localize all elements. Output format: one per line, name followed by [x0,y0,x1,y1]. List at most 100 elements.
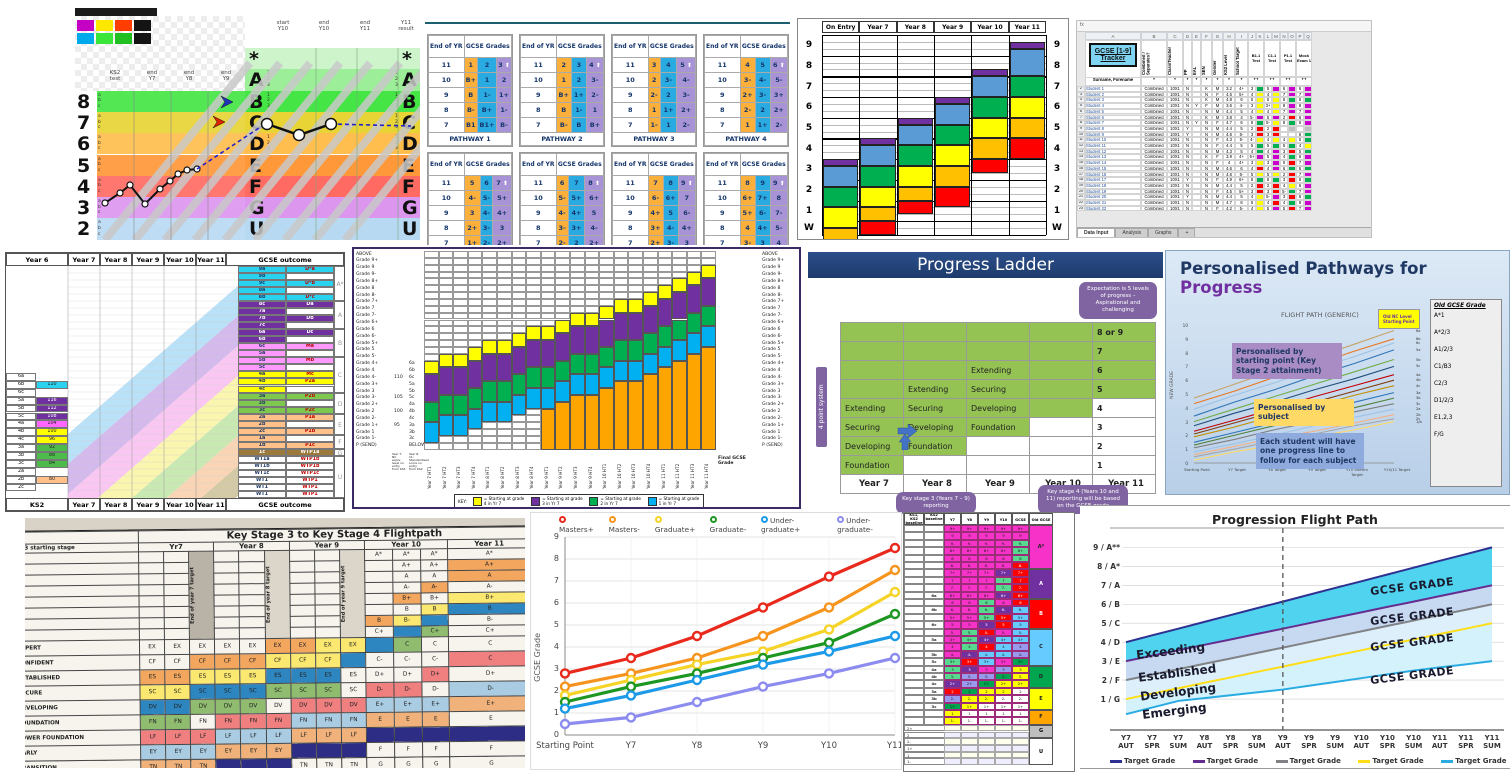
legend-item: Masters- [608,516,646,534]
old-gcse-band: D [1029,665,1053,688]
data-cell: F [1212,205,1223,212]
data-cell: M [1212,182,1223,189]
row-label-left: Grade 6+ [356,320,379,325]
grid-cell [453,333,468,341]
data-cell: Combined [1141,160,1167,166]
grade-cell: 8 [944,554,961,562]
score-cell [1280,131,1288,138]
up-arrow-icon: ⬆ [592,180,600,187]
grid-header: GCSE [1012,513,1029,525]
grid-cell [438,312,454,320]
ks2-label-cell [924,643,944,651]
delta-cell [1272,194,1280,200]
ladder-row: Securing Developing Foundation 3 [840,417,1156,437]
flightpath-cell: C- [365,652,394,668]
grade-cell: 3- [555,220,569,236]
outcome-level-cell: 6c [238,343,286,351]
panel-gcse-pathway-tables[interactable]: End of YR GCSE Grades 11 1 2 3 ⬆ 10 B+ 1 2 9 B 1- 1+ 8… [425,14,790,245]
grade-row: 7 1 1+ 2- [704,117,789,133]
grid-cell [511,285,527,293]
delta-cell [1272,160,1280,166]
panel-ks3-ks4-flightpath-photo[interactable]: Key Stage 3 to Key Stage 4 Flightpath KS3… [25,518,525,768]
data-cell: N [1201,177,1212,183]
blue-callout: Each student will have one progress line… [1256,433,1364,470]
score-cell: 4- [1248,137,1256,143]
x-tick-term: SUM [1404,742,1423,751]
outcome-desc-cell [286,364,334,372]
flightpath-cell: D- [393,681,422,698]
flightpath-cell [314,549,340,562]
grade-cell: 4- [944,650,961,659]
student-name: Student 20 [1085,194,1141,200]
panel-year6-gcse-outcome-table[interactable]: Year 6 Year 7 Year 8 Year 9 Year 10 Year 11 GC… [5,252,345,512]
column-letter: P [1296,32,1304,40]
delta-cell [1272,188,1280,195]
ladder-cell [1029,379,1093,399]
band-segment [555,381,570,402]
year-cell: 10 [428,190,465,206]
row-label-right: Grade 6+ [762,320,785,325]
filter-cell: ▾ [1141,77,1167,86]
panel-grade-steps-chart[interactable]: ABOVE ABOVE Grade 9+ Grade 9+ Grade 9 Grade 9… [352,247,801,509]
grid-cell [424,340,439,347]
row-number: 23 [1077,205,1085,212]
ladder-cell: Securing [840,417,904,437]
chart-title: FLIGHT PATH (GENERIC) [1281,311,1359,319]
bottom-cell [995,751,1012,759]
row-label-right: Grade 9 [762,265,781,271]
panel-baseline-grid[interactable]: KS1, KS2 baseline KS2 baseline Y7 Y8 Y9 Y10 GC… [903,512,1075,772]
band-segment [570,326,585,354]
x-tick-term: AUT [1353,742,1370,751]
grid-cell [643,271,658,279]
flightpath-cell: EX [214,638,241,655]
grade-cell: 7- [1012,584,1029,592]
delta-cell [1288,143,1296,149]
data-cell: Combined [1141,205,1167,212]
row-label-right: Grade 8+ [762,278,785,284]
sheet-tab-graphs[interactable]: Graphs [1148,228,1179,237]
column-label: Year 9 HT4 [587,466,593,489]
flightpath-cell: A- [448,580,525,593]
color-segment [1009,41,1045,49]
legend: KEY: = Starting at grade 4 in Yr 7 = Start… [454,494,704,507]
color-segment [935,166,971,187]
score-cell: 4 [1264,148,1272,155]
ks2-level-cell: 2c [6,483,36,492]
delta-cell [1272,131,1280,138]
panel-progression-flight-path[interactable]: Progression Flight Path 9 / A** 8 / A* 7 /… [1080,505,1510,772]
flightpath-cell [164,595,190,607]
x-tick: Y9 AUT [1269,734,1297,751]
table-footer: Year 10 [164,498,196,511]
panel-gcse-grade-line-chart[interactable]: Masters+ Masters- Graduate+ Graduate- Under-… [530,512,902,770]
grade-cell: 6 [479,175,494,191]
add-sheet-button[interactable]: + [1178,228,1196,237]
ladder-grade-cell: 5 [1092,379,1156,399]
ladder-row: Extending Securing Developing 4 [840,398,1156,418]
flightpath-cell: C+ [448,624,525,637]
personalised-title: Personalised Pathways for Progress [1180,259,1427,297]
year-cell: 10 [704,72,741,88]
outcome-desc-cell: WTP1 [286,483,334,491]
entry-label: 6b [409,367,415,373]
bottom-cell [978,731,995,739]
sheet-tab-data-input[interactable]: Data Input [1077,228,1116,237]
panel-personalised-pathways[interactable]: Personalised Pathways for Progress FLIGH… [1165,250,1510,495]
panel-on-entry-steps-chart[interactable]: On Entry Year 7 Year 8 Year 9 Year 10 Year 11… [797,18,1069,240]
band-segment [497,381,512,402]
sheet-tab-analysis[interactable]: Analysis [1115,228,1149,237]
year-cell: 11 [520,57,557,73]
ks2-level-cell: 2b [6,475,36,484]
sub-levels: a b c [98,199,101,216]
column-line [971,35,973,235]
panel-progress-ladder[interactable]: Progress Ladder Expectation is 5 levels … [808,252,1163,514]
score-cell: 6 [1248,120,1256,126]
panel-gcse-tracker-spreadsheet[interactable]: fx A B C D E F G H I J K L M N O P Q GCSE [1-9] Tracker Sur… [1076,20,1372,238]
flightpath-cell: F [394,741,423,758]
line-label: 2a [1416,407,1421,412]
data-cell: K [1201,154,1212,161]
flightpath-cell [215,758,242,768]
flightpath-cell: C [448,635,525,652]
grid-cell [570,292,585,299]
score-cell: 6 [1280,86,1288,92]
